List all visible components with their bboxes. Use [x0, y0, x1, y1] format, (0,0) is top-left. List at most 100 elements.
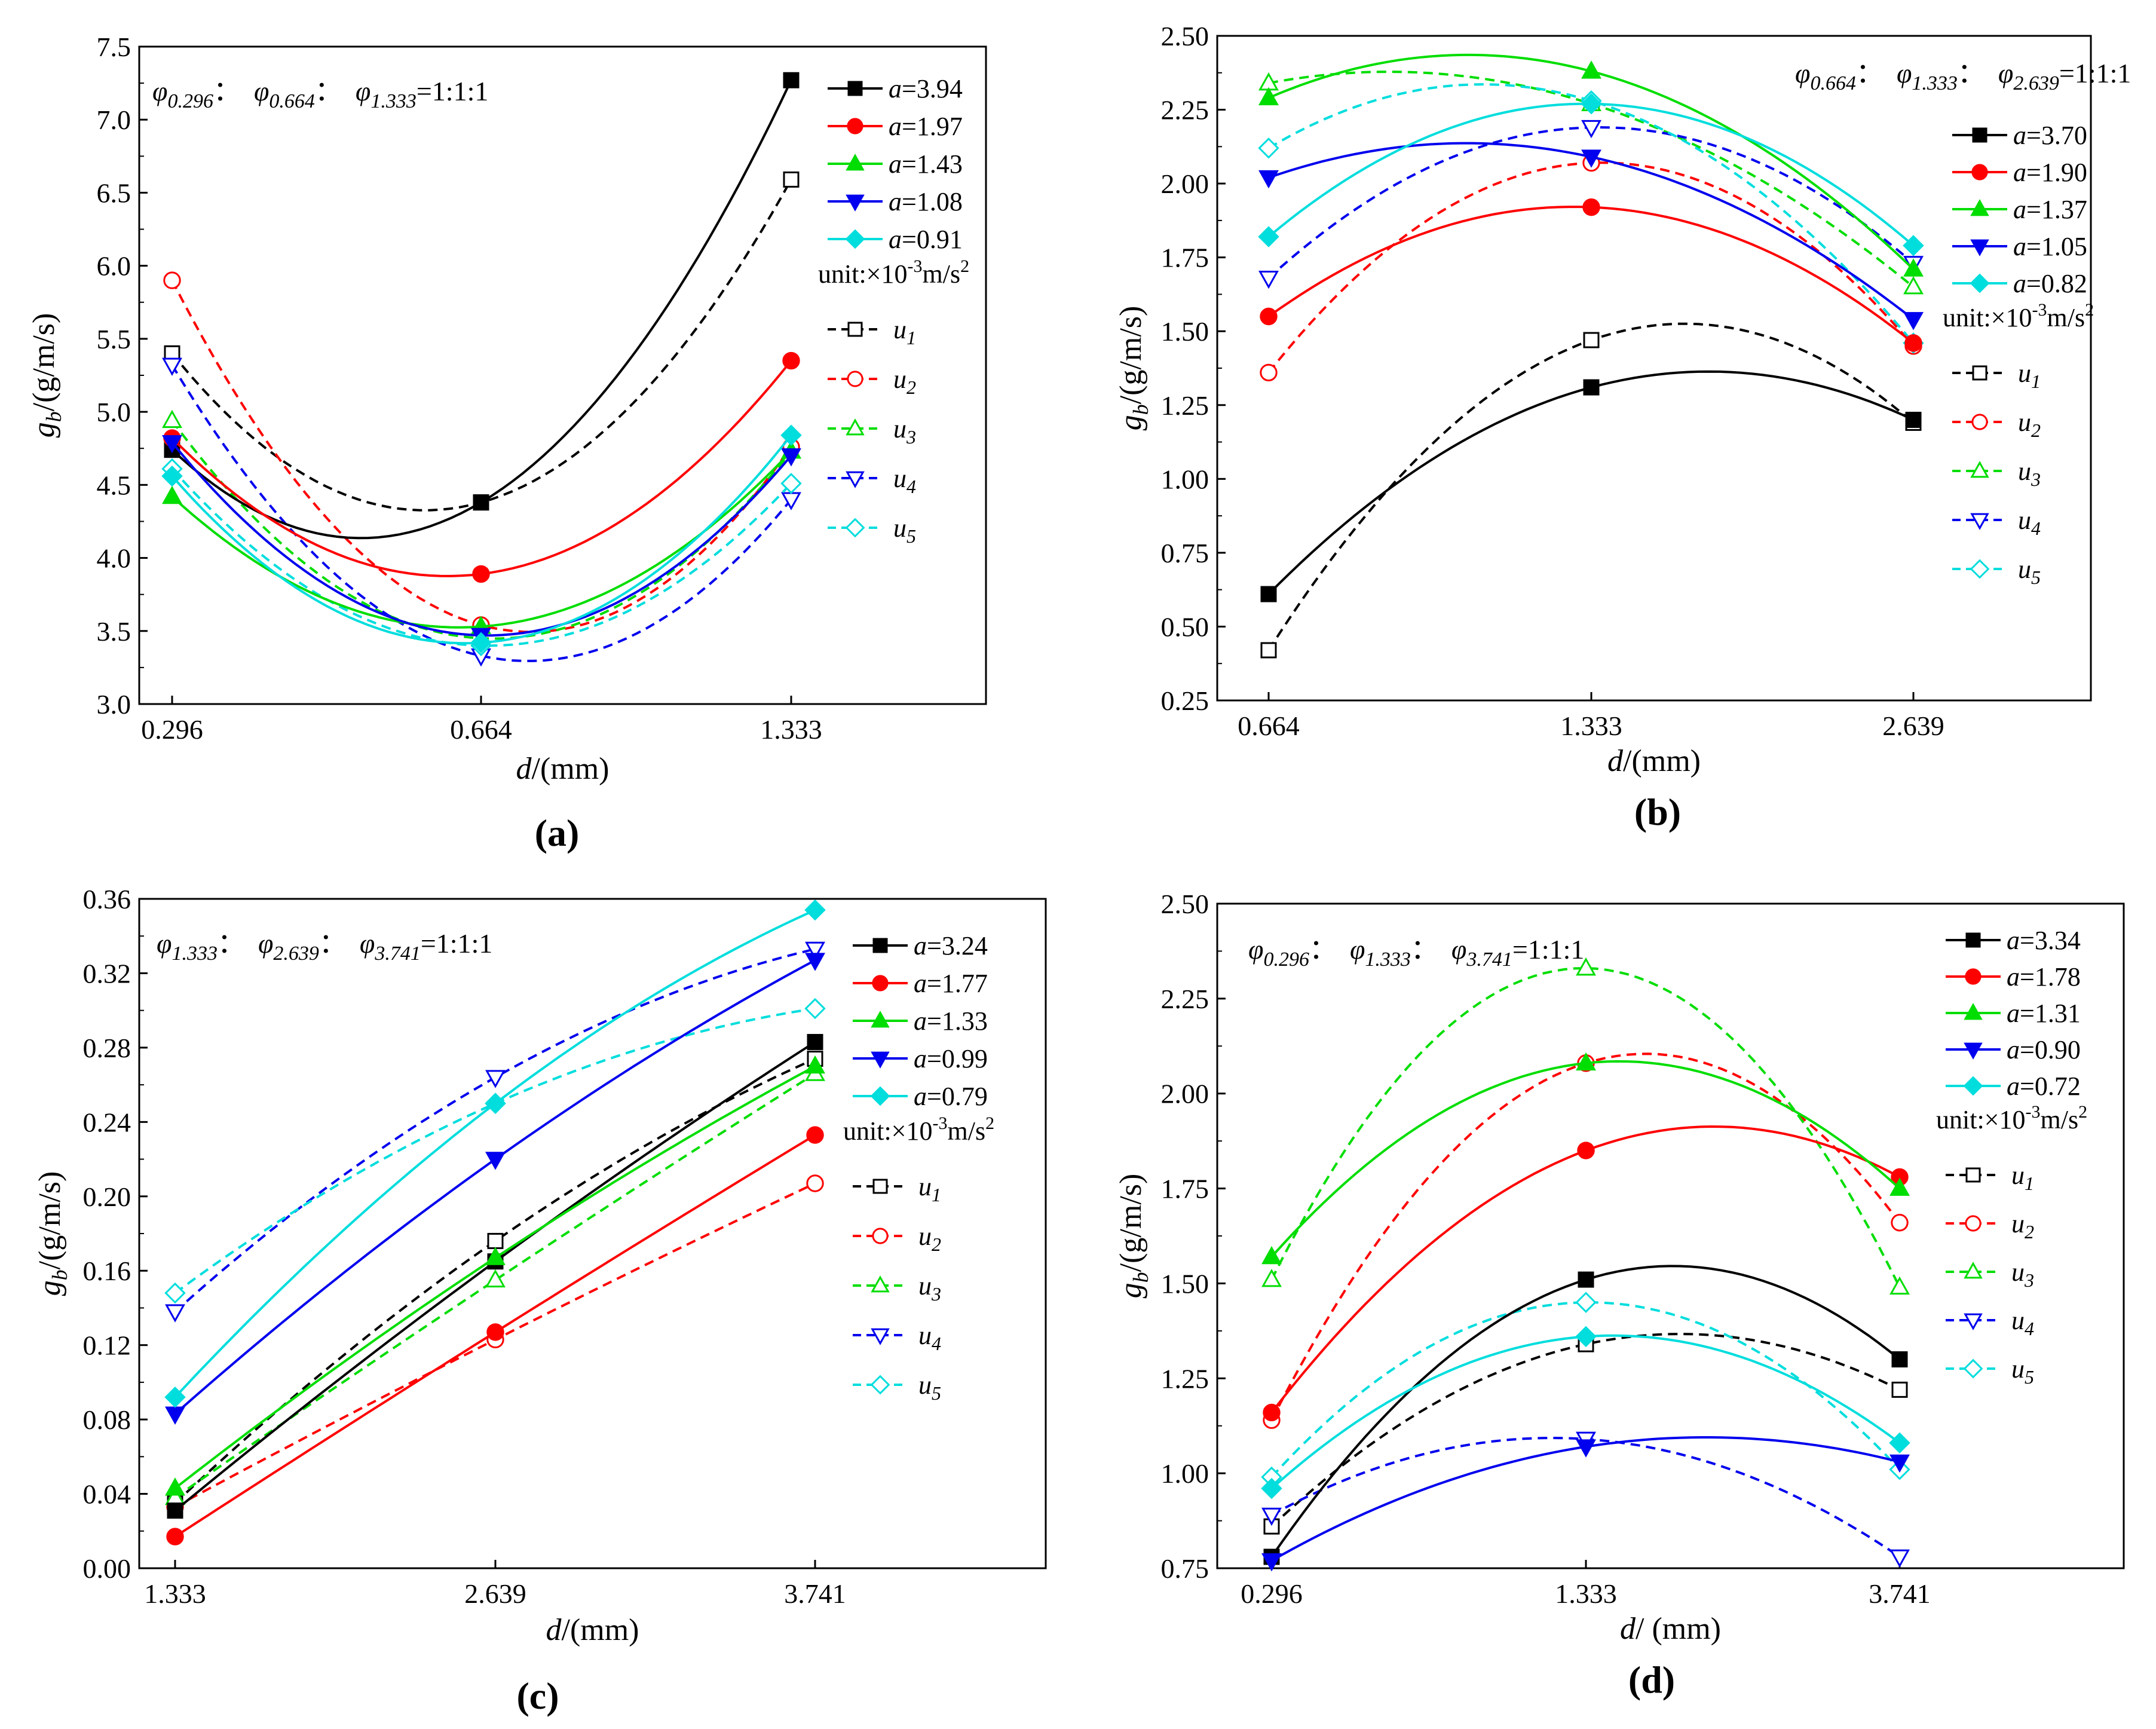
- legend-label: u5: [918, 1370, 941, 1404]
- unit-tail: m/s: [2047, 303, 2085, 332]
- chart-panel-d: 0.75 1.00 1.25 1.50 1.75 2.00 2.25 2.50 0.296 1.3…: [1078, 863, 2156, 1726]
- data-point: [1260, 586, 1277, 602]
- data-point: [470, 632, 492, 654]
- data-point: [1889, 1276, 1910, 1295]
- unit-tail: m/s: [948, 1116, 986, 1146]
- data-point: [161, 465, 183, 487]
- legend-sub: 5: [932, 1382, 941, 1404]
- x-axis-unit: /(mm): [1623, 744, 1701, 778]
- legend-label: a=1.33: [914, 1006, 988, 1036]
- ratio-phi-sub: 1.333: [1912, 72, 1958, 94]
- legend-label: a=3.94: [889, 74, 963, 103]
- legend-sub: 2: [906, 377, 916, 398]
- unit-text: unit:×10: [843, 1116, 933, 1146]
- chart-panel-b: 0.25 0.50 0.75 1.00 1.25 1.50 1.75 2.00 2.25 2.50…: [1078, 0, 2156, 863]
- legend-label: u1: [2011, 1161, 2034, 1194]
- unit-text: unit:×10: [1943, 303, 2032, 332]
- y-tick-label: 0.50: [1161, 611, 1209, 642]
- x-tick-label: 2.639: [1882, 711, 1944, 741]
- legend-marker: [872, 975, 889, 992]
- series-line: [1267, 322, 1915, 651]
- data-point: [804, 899, 826, 921]
- x-tick-label: 1.333: [760, 714, 822, 745]
- chart-c-svg: 0.00 0.04 0.08 0.12 0.16 0.20 0.24 0.28 0.32 0.36…: [33, 884, 1047, 1717]
- legend-marker: [1963, 1076, 1983, 1096]
- legend-item-a: a=0.82: [1952, 269, 2087, 298]
- legend-var: a: [889, 112, 902, 141]
- legend-marker: [845, 518, 865, 538]
- data-point: [1583, 379, 1600, 396]
- data-point: [166, 1528, 184, 1546]
- legend-sub: 4: [2025, 1318, 2034, 1339]
- legend-marker: [870, 1086, 890, 1106]
- legend-var: u: [918, 1271, 932, 1300]
- y-axis-unit: /(g/m/s): [27, 313, 61, 412]
- legend-sub: 4: [906, 476, 916, 497]
- ratio-phi-sub: 0.664: [1810, 72, 1856, 94]
- ratio-sep: ：: [1856, 58, 1884, 88]
- ratio-phi: φ: [1350, 934, 1365, 965]
- legend-marker: [1964, 1042, 1983, 1060]
- legend-item-a: a=1.97: [828, 112, 963, 141]
- legend-var: a: [889, 187, 902, 216]
- x-tick-label: 1.333: [1555, 1578, 1617, 1609]
- legend-value: =1.31: [2020, 999, 2081, 1028]
- data-point: [1576, 1052, 1596, 1071]
- legend-sub: 2: [2025, 1221, 2034, 1243]
- legend-item-a: a=1.05: [1952, 232, 2087, 261]
- legend-marker: [1970, 273, 1990, 293]
- data-point: [1581, 149, 1601, 168]
- data-point: [804, 997, 826, 1020]
- data-point: [1903, 258, 1924, 277]
- legend-item-u: u5: [1952, 555, 2041, 588]
- series-u-u4: [165, 941, 825, 1323]
- y-tick-label: 5.0: [97, 397, 131, 427]
- data-point: [1261, 1553, 1282, 1572]
- panel-paren: (: [1628, 1658, 1641, 1701]
- legend-sub: 2: [932, 1234, 941, 1255]
- data-point: [165, 1304, 185, 1323]
- y-tick-label: 0.25: [1161, 686, 1209, 716]
- legend-sub: 1: [2025, 1173, 2034, 1194]
- legend-label: a=0.82: [2013, 269, 2087, 298]
- legend-item-a: a=1.77: [853, 969, 988, 998]
- y-tick-label: 6.0: [97, 251, 131, 281]
- legend-item-a: a=0.79: [853, 1082, 988, 1111]
- series-u-u3: [162, 409, 801, 646]
- ratio-phi: φ: [360, 928, 375, 959]
- legend-label: a=1.08: [889, 187, 963, 216]
- legend-var: u: [893, 315, 906, 344]
- legend-sub: 4: [2031, 518, 2041, 539]
- legend-sub: 5: [2025, 1366, 2034, 1388]
- data-point: [1258, 137, 1279, 159]
- y-tick-label: 2.00: [1161, 169, 1209, 199]
- unit-text: unit:×10: [1936, 1105, 2026, 1134]
- data-point: [164, 1387, 186, 1408]
- legend-var: u: [2011, 1354, 2025, 1384]
- ratio-sep: ：: [1958, 58, 1985, 88]
- ratio-phi-sub: 0.296: [167, 90, 213, 112]
- legend-label: a=0.91: [889, 225, 963, 254]
- ratio-phi: φ: [254, 76, 269, 106]
- legend-label: u2: [2011, 1209, 2034, 1243]
- data-point: [1903, 276, 1924, 295]
- x-tick-label: 0.296: [141, 714, 203, 745]
- ratio-phi: φ: [1998, 58, 2013, 88]
- legend-marker: [847, 322, 863, 337]
- series-a-a-1-37: [1258, 53, 1924, 277]
- ratio-value: =1:1:1: [416, 76, 489, 106]
- legend-value: =0.91: [902, 225, 963, 254]
- legend-var: a: [2013, 232, 2026, 261]
- y-tick-label: 0.32: [83, 958, 131, 989]
- series-a-a-0-79: [164, 899, 826, 1408]
- y-tick-label: 1.50: [1161, 316, 1209, 347]
- series-line: [171, 360, 792, 577]
- series-line: [1270, 1334, 1901, 1490]
- legend-marker: [1965, 932, 1981, 948]
- x-axis-label: d/ (mm): [1620, 1612, 1721, 1646]
- legend-item-a: a=1.37: [1952, 195, 2087, 224]
- ratio-phi-sub: 2.639: [273, 942, 319, 965]
- y-tick-label: 0.04: [83, 1479, 131, 1510]
- data-point: [162, 357, 182, 376]
- legend-marker: [1972, 127, 1987, 143]
